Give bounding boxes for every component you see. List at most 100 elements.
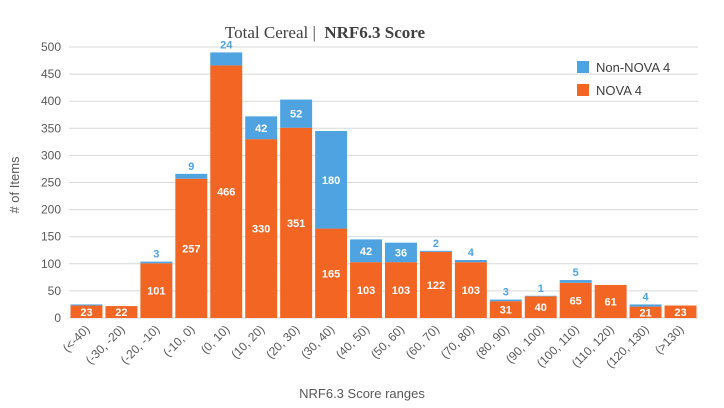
data-label-nova4: 21 xyxy=(639,307,651,319)
bar-non-nova4 xyxy=(350,239,382,263)
legend-label-non-nova4: Non-NOVA 4 xyxy=(596,60,670,75)
bar-non-nova4 xyxy=(315,131,348,229)
x-tick-label: (-20, -10) xyxy=(118,322,163,367)
y-tick-label: 150 xyxy=(41,230,61,244)
y-tick-label: 300 xyxy=(41,148,61,162)
data-label-non-nova4: 52 xyxy=(290,109,302,121)
bar-nova4 xyxy=(70,305,103,318)
x-tick-label: (<-40) xyxy=(60,322,93,355)
x-axis-ticks: (<-40)(-30, -20)(-20, -10)(-10, 0) (0, 10… xyxy=(60,322,687,371)
chart-title-part1: Total Cereal | xyxy=(225,23,316,42)
bar-non-nova4 xyxy=(210,52,243,66)
legend: Non-NOVA 4 NOVA 4 xyxy=(577,60,670,98)
data-label-nova4: 103 xyxy=(462,285,480,297)
legend-swatch-non-nova4 xyxy=(577,61,589,73)
y-tick-label: 400 xyxy=(41,94,61,108)
bar-nova4 xyxy=(105,306,138,318)
x-tick-label: (10, 20) xyxy=(228,322,267,361)
bar-non-nova4 xyxy=(489,299,522,302)
y-tick-label: 350 xyxy=(41,121,61,135)
bar-non-nova4 xyxy=(175,173,208,179)
data-label-nova4: 23 xyxy=(80,307,92,319)
gridlines xyxy=(69,46,698,319)
legend-swatch-nova4 xyxy=(577,84,589,96)
bar-nova4 xyxy=(419,251,452,318)
x-tick-label: (-10, 0) xyxy=(160,322,197,359)
data-label-non-nova4: 2 xyxy=(433,238,439,250)
data-label-non-nova4: 42 xyxy=(255,123,267,135)
x-axis-title: NRF6.3 Score ranges xyxy=(299,386,425,401)
bar-nova4 xyxy=(210,65,243,318)
data-label-non-nova4: 1 xyxy=(538,283,544,295)
data-label-non-nova4: 4 xyxy=(468,247,475,259)
bar-nova4 xyxy=(175,178,208,318)
y-tick-label: 0 xyxy=(54,311,61,325)
bar-non-nova4 xyxy=(559,280,592,283)
bar-non-nova4 xyxy=(280,99,313,128)
bar-non-nova4 xyxy=(385,242,417,263)
y-tick-label: 200 xyxy=(41,203,61,217)
y-tick-label: 450 xyxy=(41,67,61,81)
bar-nova4 xyxy=(385,262,417,318)
bar-nova4 xyxy=(664,305,697,318)
data-label-non-nova4: 42 xyxy=(360,246,372,258)
bar-non-nova4 xyxy=(245,116,278,140)
bar-nova4 xyxy=(454,262,487,318)
data-label-non-nova4: 4 xyxy=(643,291,650,303)
y-tick-label: 250 xyxy=(41,176,61,190)
x-tick-label: (40, 50) xyxy=(333,322,372,361)
data-label-non-nova4: 3 xyxy=(153,249,159,261)
data-label-nova4: 122 xyxy=(427,280,445,292)
x-tick-label: (30, 40) xyxy=(298,322,337,361)
bar-nova4 xyxy=(629,306,662,318)
data-label-nova4: 101 xyxy=(147,286,165,298)
bar-nova4 xyxy=(280,127,313,319)
bar-nova4 xyxy=(315,228,348,318)
data-label-non-nova4: 5 xyxy=(573,267,579,279)
data-label-nova4: 61 xyxy=(605,296,617,308)
data-label-non-nova4: 36 xyxy=(395,247,407,259)
x-tick-label: (20, 30) xyxy=(263,322,302,361)
bar-nova4 xyxy=(559,282,592,318)
data-label-nova4: 103 xyxy=(392,285,410,297)
x-tick-label: (70, 80) xyxy=(438,322,477,361)
y-axis-ticks: 0 50 100 150 200 250 300 350 400 450 500 xyxy=(41,40,61,325)
data-label-non-nova4: 9 xyxy=(188,161,194,173)
y-axis-title: # of Items xyxy=(7,156,22,214)
data-label-nova4: 23 xyxy=(674,307,686,319)
y-tick-label: 100 xyxy=(41,257,61,271)
data-label-nova4: 466 xyxy=(217,187,235,199)
x-tick-label: (>130) xyxy=(652,322,687,357)
bar-non-nova4 xyxy=(454,260,487,263)
chart-title: Total Cereal | NRF6.3 Score xyxy=(225,23,426,42)
bar-non-nova4 xyxy=(140,261,173,264)
data-label-nova4: 31 xyxy=(500,305,512,317)
data-label-nova4: 103 xyxy=(357,285,375,297)
bar-nova4 xyxy=(489,301,522,318)
bar-nova4 xyxy=(350,262,382,318)
bar-nova4 xyxy=(245,139,278,318)
data-label-nova4: 22 xyxy=(115,307,127,319)
x-tick-label: (50, 60) xyxy=(368,322,407,361)
y-tick-label: 50 xyxy=(48,284,62,298)
data-label-non-nova4: 180 xyxy=(322,175,340,187)
data-label-nova4: 257 xyxy=(182,243,200,255)
data-label-nova4: 40 xyxy=(535,302,547,314)
bar-non-nova4 xyxy=(419,250,452,252)
bar-nova4 xyxy=(140,263,173,318)
data-label-nova4: 165 xyxy=(322,268,340,280)
data-label-nova4: 330 xyxy=(252,224,270,236)
bar-nova4 xyxy=(524,296,557,318)
bars xyxy=(70,52,697,319)
bar-non-nova4 xyxy=(629,304,662,307)
legend-label-nova4: NOVA 4 xyxy=(596,83,642,98)
y-tick-label: 500 xyxy=(41,40,61,54)
bar-nova4 xyxy=(594,284,627,318)
data-label-nova4: 65 xyxy=(570,295,582,307)
data-label-non-nova4: 24 xyxy=(220,39,233,51)
chart-title-part2: NRF6.3 Score xyxy=(324,23,425,42)
x-tick-label: (60, 70) xyxy=(403,322,442,361)
bar-non-nova4 xyxy=(70,304,103,306)
